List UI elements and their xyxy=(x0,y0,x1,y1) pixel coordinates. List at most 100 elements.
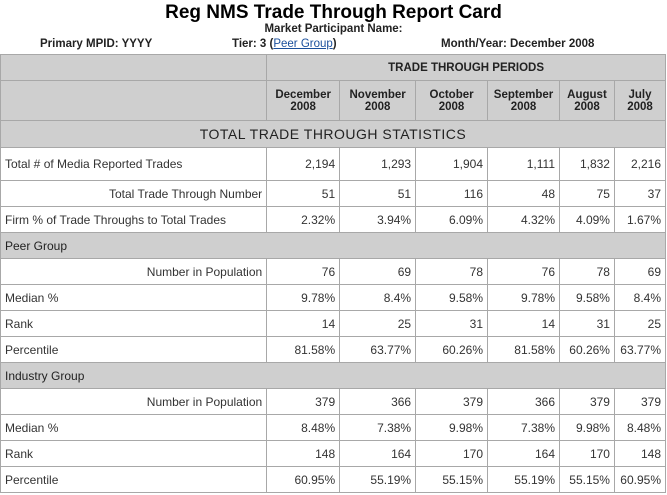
period-year: 2008 xyxy=(510,100,537,113)
value-cell: 55.19% xyxy=(487,466,560,493)
value-cell: 148 xyxy=(613,440,667,467)
value-cell: 78 xyxy=(559,258,615,285)
row-label: Rank xyxy=(0,310,268,337)
value-cell: 1,293 xyxy=(339,147,417,181)
value-cell: 60.95% xyxy=(613,466,667,493)
value-cell: 379 xyxy=(415,388,489,415)
value-cell: 116 xyxy=(415,180,489,207)
row-label: Median % xyxy=(0,414,268,441)
value-cell: 164 xyxy=(487,440,560,467)
value-cell: 366 xyxy=(339,388,417,415)
value-cell: 8.4% xyxy=(339,284,417,311)
value-cell: 60.26% xyxy=(559,336,615,363)
periods-header: TRADE THROUGH PERIODS xyxy=(266,54,666,81)
report-card-table: TRADE THROUGH PERIODS December 2008 Novembe… xyxy=(0,54,667,493)
periods-header-row: TRADE THROUGH PERIODS xyxy=(0,54,666,81)
value-cell: 8.4% xyxy=(613,284,667,311)
value-cell: 51 xyxy=(339,180,417,207)
period-columns-row: December 2008 November 2008 October 2008 Septe… xyxy=(0,80,667,121)
value-cell: 379 xyxy=(266,388,341,415)
row-label: Total # of Media Reported Trades xyxy=(0,147,268,181)
period-year: 2008 xyxy=(574,100,600,113)
value-cell: 51 xyxy=(266,180,341,207)
value-cell: 55.19% xyxy=(339,466,417,493)
period-column-header: October 2008 xyxy=(415,80,489,121)
period-column-header: August 2008 xyxy=(559,80,615,121)
group-header: Peer Group xyxy=(0,232,666,259)
value-cell: 2,194 xyxy=(266,147,341,181)
value-cell: 170 xyxy=(415,440,489,467)
value-cell: 25 xyxy=(339,310,417,337)
value-cell: 69 xyxy=(339,258,417,285)
value-cell: 9.78% xyxy=(266,284,341,311)
table-row: Median % 9.78% 8.4% 9.58% 9.78% 9.58% 8.4% xyxy=(0,284,667,311)
blank-cell xyxy=(0,54,268,81)
value-cell: 81.58% xyxy=(266,336,341,363)
table-row: Percentile 60.95% 55.19% 55.15% 55.19% 55.15%… xyxy=(0,466,667,493)
primary-mpid: Primary MPID: YYYY xyxy=(40,38,153,50)
period-month: November xyxy=(349,88,406,101)
value-cell: 31 xyxy=(415,310,489,337)
table-row: Rank 148 164 170 164 170 148 xyxy=(0,440,667,467)
stats-header: TOTAL TRADE THROUGH STATISTICS xyxy=(0,120,666,148)
value-cell: 4.32% xyxy=(487,206,560,233)
row-label: Rank xyxy=(0,440,268,467)
table-row: Rank 14 25 31 14 31 25 xyxy=(0,310,667,337)
value-cell: 81.58% xyxy=(487,336,560,363)
period-year: 2008 xyxy=(627,100,653,113)
value-cell: 55.15% xyxy=(415,466,489,493)
value-cell: 4.09% xyxy=(559,206,615,233)
value-cell: 379 xyxy=(559,388,615,415)
value-cell: 63.77% xyxy=(613,336,667,363)
value-cell: 366 xyxy=(487,388,560,415)
value-cell: 164 xyxy=(339,440,417,467)
value-cell: 148 xyxy=(266,440,341,467)
row-label: Percentile xyxy=(0,466,268,493)
value-cell: 76 xyxy=(266,258,341,285)
value-cell: 8.48% xyxy=(613,414,667,441)
value-cell: 1.67% xyxy=(613,206,667,233)
value-cell: 60.26% xyxy=(415,336,489,363)
participant-name-label: Market Participant Name: xyxy=(264,23,403,35)
tier-info: Tier: 3 (Peer Group) xyxy=(232,38,337,50)
period-year: 2008 xyxy=(438,100,465,113)
value-cell: 2.32% xyxy=(266,206,341,233)
group-header: Industry Group xyxy=(0,362,666,389)
value-cell: 31 xyxy=(559,310,615,337)
table-row: Percentile 81.58% 63.77% 60.26% 81.58% 60.26%… xyxy=(0,336,667,363)
table-row: Total # of Media Reported Trades 2,194 1,2… xyxy=(0,147,667,181)
month-year: Month/Year: December 2008 xyxy=(441,38,595,50)
value-cell: 69 xyxy=(613,258,667,285)
value-cell: 78 xyxy=(415,258,489,285)
value-cell: 9.78% xyxy=(487,284,560,311)
period-month: December xyxy=(275,88,331,101)
value-cell: 1,111 xyxy=(487,147,560,181)
value-cell: 9.98% xyxy=(415,414,489,441)
value-cell: 7.38% xyxy=(487,414,560,441)
table-row: Firm % of Trade Throughs to Total Trades… xyxy=(0,206,667,233)
period-month: October xyxy=(429,88,474,101)
value-cell: 63.77% xyxy=(339,336,417,363)
value-cell: 37 xyxy=(613,180,667,207)
blank-cell xyxy=(0,80,268,121)
value-cell: 55.15% xyxy=(559,466,615,493)
value-cell: 2,216 xyxy=(613,147,667,181)
value-cell: 60.95% xyxy=(266,466,341,493)
value-cell: 8.48% xyxy=(266,414,341,441)
peer-group-link[interactable]: Peer Group xyxy=(273,38,333,50)
row-label: Number in Population xyxy=(0,388,268,415)
row-label: Number in Population xyxy=(0,258,268,285)
tier-prefix: Tier: 3 ( xyxy=(232,38,274,50)
value-cell: 25 xyxy=(613,310,667,337)
value-cell: 9.58% xyxy=(415,284,489,311)
table-row: Number in Population 76 69 78 76 78 69 xyxy=(0,258,667,285)
page-title: Reg NMS Trade Through Report Card xyxy=(165,2,502,23)
table-row: Median % 8.48% 7.38% 9.98% 7.38% 9.98% 8.48% xyxy=(0,414,667,441)
value-cell: 1,904 xyxy=(415,147,489,181)
row-label: Total Trade Through Number xyxy=(0,180,268,207)
value-cell: 7.38% xyxy=(339,414,417,441)
period-column-header: July 2008 xyxy=(613,80,667,121)
tier-suffix: ) xyxy=(332,38,337,50)
value-cell: 14 xyxy=(266,310,341,337)
value-cell: 14 xyxy=(487,310,560,337)
